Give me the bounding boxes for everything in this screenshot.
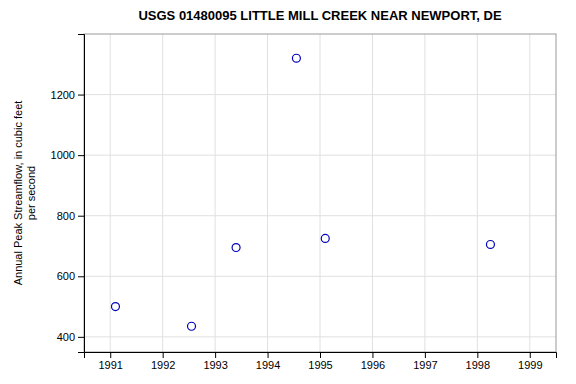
- chart: 1991 1992 1993 1994 1995 1996 1997 1998 1999 400 6…: [0, 0, 576, 384]
- x-tick-mark: [372, 352, 373, 358]
- grid-line-x: [110, 34, 111, 352]
- x-tick-mark: [110, 352, 111, 358]
- y-tick-mark: [78, 276, 84, 277]
- point: [111, 303, 119, 311]
- grid-line-x: [267, 34, 268, 352]
- x-tick-label: 1994: [256, 359, 280, 371]
- point: [292, 54, 300, 62]
- grid-line-y: [84, 215, 556, 216]
- y-tick-mark: [78, 95, 84, 96]
- grid-line-x: [529, 34, 530, 352]
- y-tick: 600: [57, 270, 84, 282]
- y-tick-label: 400: [57, 331, 75, 343]
- x-tick-mark: [215, 352, 216, 358]
- x-tick: 1998: [466, 352, 490, 371]
- x-tick-label: 1998: [466, 359, 490, 371]
- plot-frame: [84, 34, 556, 352]
- grid-line-y: [84, 94, 556, 95]
- x-tick-label: 1993: [203, 359, 227, 371]
- x-tick: 1994: [256, 352, 280, 371]
- grid-line-x: [424, 34, 425, 352]
- x-tick-mark: [425, 352, 426, 358]
- y-tick: 1200: [51, 89, 84, 101]
- x-tick: 1997: [413, 352, 437, 371]
- points: [111, 54, 494, 330]
- grid-line-y: [84, 336, 556, 337]
- grid-line-x: [372, 34, 373, 352]
- x-tick: 1999: [518, 352, 542, 371]
- y-axis-line: [78, 35, 85, 353]
- x-tick: 1991: [98, 352, 122, 371]
- x-tick-mark: [477, 352, 478, 358]
- y-tick-label: 1000: [51, 149, 75, 161]
- point: [188, 322, 196, 330]
- y-axis: 400 600 800 1000 1200: [51, 35, 85, 353]
- y-tick-mark: [78, 216, 84, 217]
- y-tick: 800: [57, 210, 84, 222]
- point: [232, 244, 240, 252]
- x-tick-label: 1996: [361, 359, 385, 371]
- x-tick: 1993: [203, 352, 227, 371]
- grid-line-y: [84, 155, 556, 156]
- y-tick: 1000: [51, 149, 84, 161]
- y-tick-label: 1200: [51, 89, 75, 101]
- y-tick-mark: [78, 155, 84, 156]
- grid-line-x: [477, 34, 478, 352]
- grid-line-y: [84, 276, 556, 277]
- grid: [84, 34, 556, 352]
- y-tick-label: 600: [57, 270, 75, 282]
- x-tick-label: 1997: [413, 359, 437, 371]
- plot: 1991 1992 1993 1994 1995 1996 1997 1998 1999 400 6…: [51, 34, 557, 371]
- x-tick-mark: [268, 352, 269, 358]
- x-tick: 1996: [361, 352, 385, 371]
- x-axis-line: [85, 353, 557, 359]
- x-tick-mark: [320, 352, 321, 358]
- grid-line-x: [320, 34, 321, 352]
- point: [486, 240, 494, 248]
- grid-line-x: [215, 34, 216, 352]
- point: [321, 234, 329, 242]
- y-tick-mark: [78, 337, 84, 338]
- y-tick-label: 800: [57, 210, 75, 222]
- y-axis-title: Annual Peak Streamflow, in cubic feetper…: [12, 101, 37, 286]
- y-tick: 400: [57, 331, 84, 343]
- x-tick-label: 1999: [518, 359, 542, 371]
- x-tick-mark: [163, 352, 164, 358]
- x-tick-label: 1991: [98, 359, 122, 371]
- x-tick-label: 1995: [308, 359, 332, 371]
- x-tick: 1992: [151, 352, 175, 371]
- title: USGS 01480095 LITTLE MILL CREEK NEAR NEW…: [138, 8, 501, 23]
- grid-line-x: [162, 34, 163, 352]
- x-tick-mark: [530, 352, 531, 358]
- x-axis: 1991 1992 1993 1994 1995 1996 1997 1998 1999: [85, 352, 557, 371]
- x-tick-label: 1992: [151, 359, 175, 371]
- x-tick: 1995: [308, 352, 332, 371]
